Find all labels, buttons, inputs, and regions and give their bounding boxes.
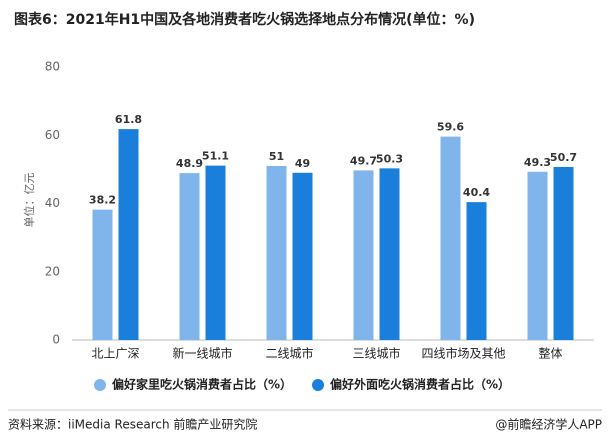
value-label: 49.3	[524, 156, 551, 169]
legend-marker	[312, 379, 324, 391]
y-tick-label: 20	[45, 264, 60, 278]
credit: @前瞻经济学人APP	[495, 417, 602, 432]
y-tick-label: 60	[45, 128, 60, 142]
legend-label: 偏好家里吃火锅消费者占比（%）	[112, 377, 292, 392]
x-tick-label: 新一线城市	[172, 346, 232, 361]
bar	[440, 136, 461, 340]
bar	[179, 173, 200, 340]
value-label: 59.6	[437, 121, 464, 134]
bar	[205, 165, 226, 340]
value-label: 50.7	[550, 151, 577, 164]
x-tick-label: 整体	[538, 346, 562, 361]
value-label: 50.3	[376, 152, 403, 165]
legend-marker	[94, 379, 106, 391]
bar	[266, 165, 287, 340]
x-tick-label: 三线城市	[352, 346, 400, 361]
bar	[292, 172, 313, 340]
bar	[553, 166, 574, 340]
y-tick-label: 40	[45, 196, 60, 210]
value-label: 51.1	[202, 150, 229, 163]
x-tick-label: 二线城市	[265, 346, 313, 361]
bar	[118, 129, 139, 340]
value-label: 48.9	[176, 157, 203, 170]
chart-title: 图表6：2021年H1中国及各地消费者吃火锅选择地点分布情况(单位：%)	[14, 11, 475, 28]
y-tick-label: 0	[52, 333, 60, 347]
value-label: 51	[269, 150, 284, 163]
bar	[527, 171, 548, 340]
bar	[353, 170, 374, 340]
y-axis-label: 单位：亿元	[22, 173, 36, 228]
y-tick-label: 80	[45, 60, 60, 74]
x-tick-label: 四线市场及其他	[421, 346, 505, 361]
value-label: 38.2	[89, 194, 116, 207]
legend-label: 偏好外面吃火锅消费者占比（%）	[330, 377, 510, 392]
bar	[466, 202, 487, 340]
bar	[379, 168, 400, 340]
value-label: 49.7	[350, 154, 377, 167]
value-label: 40.4	[463, 186, 490, 199]
source: 资料来源：iiMedia Research 前瞻产业研究院	[8, 417, 257, 432]
value-label: 49	[295, 157, 310, 170]
bar	[92, 209, 113, 340]
value-label: 61.8	[115, 113, 142, 126]
x-tick-label: 北上广深	[91, 347, 139, 361]
